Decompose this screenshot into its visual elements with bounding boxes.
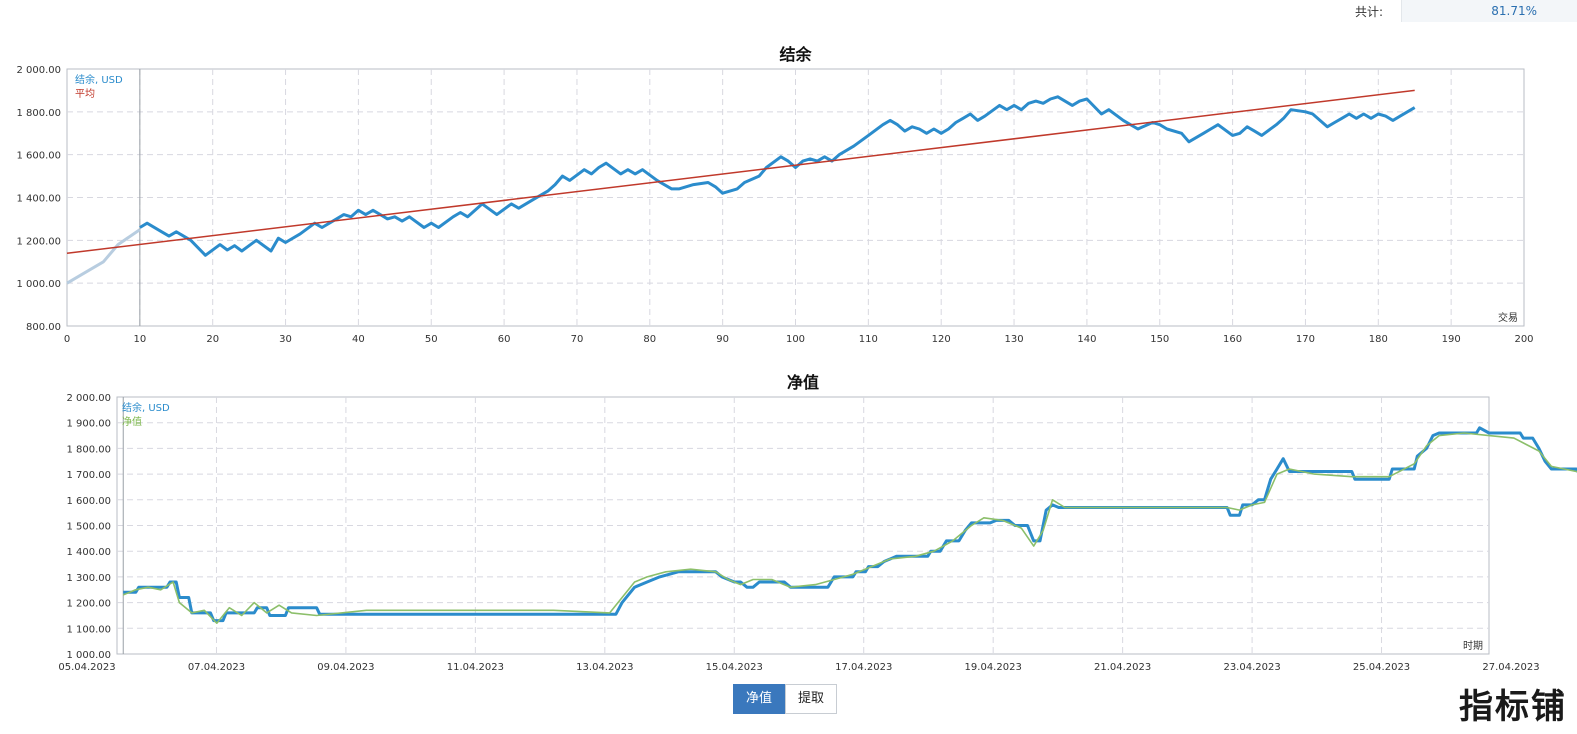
x-tick-label: 130	[1005, 334, 1024, 345]
x-tick-label: 13.04.2023	[576, 662, 633, 673]
series-line-equity	[122, 432, 1577, 625]
x-tick-label: 10	[133, 334, 146, 345]
x-tick-label: 25.04.2023	[1353, 662, 1410, 673]
x-tick-label: 50	[425, 334, 438, 345]
charts-canvas: 结余 800.00 1 000.00 1 200.00 1 400.00 1 600.00…	[16, 45, 1577, 673]
x-tick-label: 110	[859, 334, 878, 345]
x-tick-label: 80	[643, 334, 656, 345]
x-tick-label: 15.04.2023	[706, 662, 763, 673]
y-tick-label: 1 400.00	[16, 194, 61, 205]
x-tick-label: 60	[498, 334, 511, 345]
y-tick-label: 1 800.00	[16, 108, 61, 119]
x-tick-label: 30	[279, 334, 292, 345]
x-tick-label: 100	[786, 334, 805, 345]
y-tick-label: 1 900.00	[66, 419, 111, 430]
y-tick-label: 1 200.00	[66, 599, 111, 610]
y-tick-label: 800.00	[26, 322, 61, 333]
x-tick-label: 120	[932, 334, 951, 345]
x-tick-label: 09.04.2023	[317, 662, 374, 673]
series-line-balance	[123, 426, 1577, 623]
y-tick-label: 1 000.00	[16, 279, 61, 290]
y-tick-label: 1 200.00	[16, 236, 61, 247]
y-tick-label: 1 600.00	[66, 496, 111, 507]
legend-entry: 平均	[75, 88, 95, 100]
x-axis-label: 时期	[1463, 640, 1483, 652]
x-tick-label: 0	[64, 334, 70, 345]
y-tick-label: 1 300.00	[66, 573, 111, 584]
watermark-logo: 指标铺	[1459, 687, 1567, 727]
y-tick-label: 1 000.00	[66, 650, 111, 661]
y-tick-label: 1 400.00	[66, 547, 111, 558]
series-line-average	[66, 89, 1415, 254]
summary-bar: 共计: 81.71%	[1355, 0, 1577, 22]
x-tick-label: 140	[1077, 334, 1096, 345]
y-tick-label: 1 600.00	[16, 151, 61, 162]
x-tick-label: 11.04.2023	[447, 662, 504, 673]
legend-entry: 结余, USD	[122, 401, 170, 414]
chart-tabs: 净值 提取	[733, 684, 838, 714]
tab-withdraw[interactable]: 提取	[785, 684, 838, 714]
legend-entry: 结余, USD	[75, 73, 123, 86]
x-tick-label: 17.04.2023	[835, 662, 892, 673]
x-tick-label: 190	[1442, 334, 1461, 345]
legend-entry: 净值	[122, 415, 142, 428]
y-tick-label: 2 000.00	[16, 65, 61, 76]
y-tick-label: 1 100.00	[66, 624, 111, 635]
x-tick-label: 160	[1223, 334, 1242, 345]
x-tick-label: 90	[716, 334, 729, 345]
x-tick-label: 21.04.2023	[1094, 662, 1151, 673]
x-tick-label: 19.04.2023	[965, 662, 1022, 673]
tab-equity[interactable]: 净值	[733, 684, 786, 714]
series-line-pre	[66, 228, 141, 285]
y-tick-label: 1 700.00	[66, 470, 111, 481]
x-tick-label: 27.04.2023	[1482, 662, 1539, 673]
x-tick-label: 23.04.2023	[1223, 662, 1280, 673]
y-tick-label: 2 000.00	[66, 393, 111, 404]
x-tick-label: 07.04.2023	[188, 662, 245, 673]
x-tick-label: 150	[1150, 334, 1169, 345]
x-tick-label: 180	[1369, 334, 1388, 345]
chart-title: 净值	[787, 373, 819, 392]
x-tick-label: 40	[352, 334, 365, 345]
chart-title: 结余	[778, 45, 812, 64]
x-tick-label: 05.04.2023	[58, 662, 115, 673]
x-tick-label: 200	[1514, 334, 1533, 345]
x-tick-label: 70	[571, 334, 584, 345]
x-axis-label: 交易	[1498, 311, 1518, 324]
series-line-balance	[139, 95, 1416, 257]
plot-frame	[66, 68, 1525, 327]
y-tick-label: 1 800.00	[66, 444, 111, 455]
x-tick-label: 20	[206, 334, 219, 345]
y-tick-label: 1 500.00	[66, 522, 111, 533]
summary-value: 81.71%	[1401, 0, 1577, 22]
summary-label: 共计:	[1354, 4, 1383, 19]
x-tick-label: 170	[1296, 334, 1315, 345]
